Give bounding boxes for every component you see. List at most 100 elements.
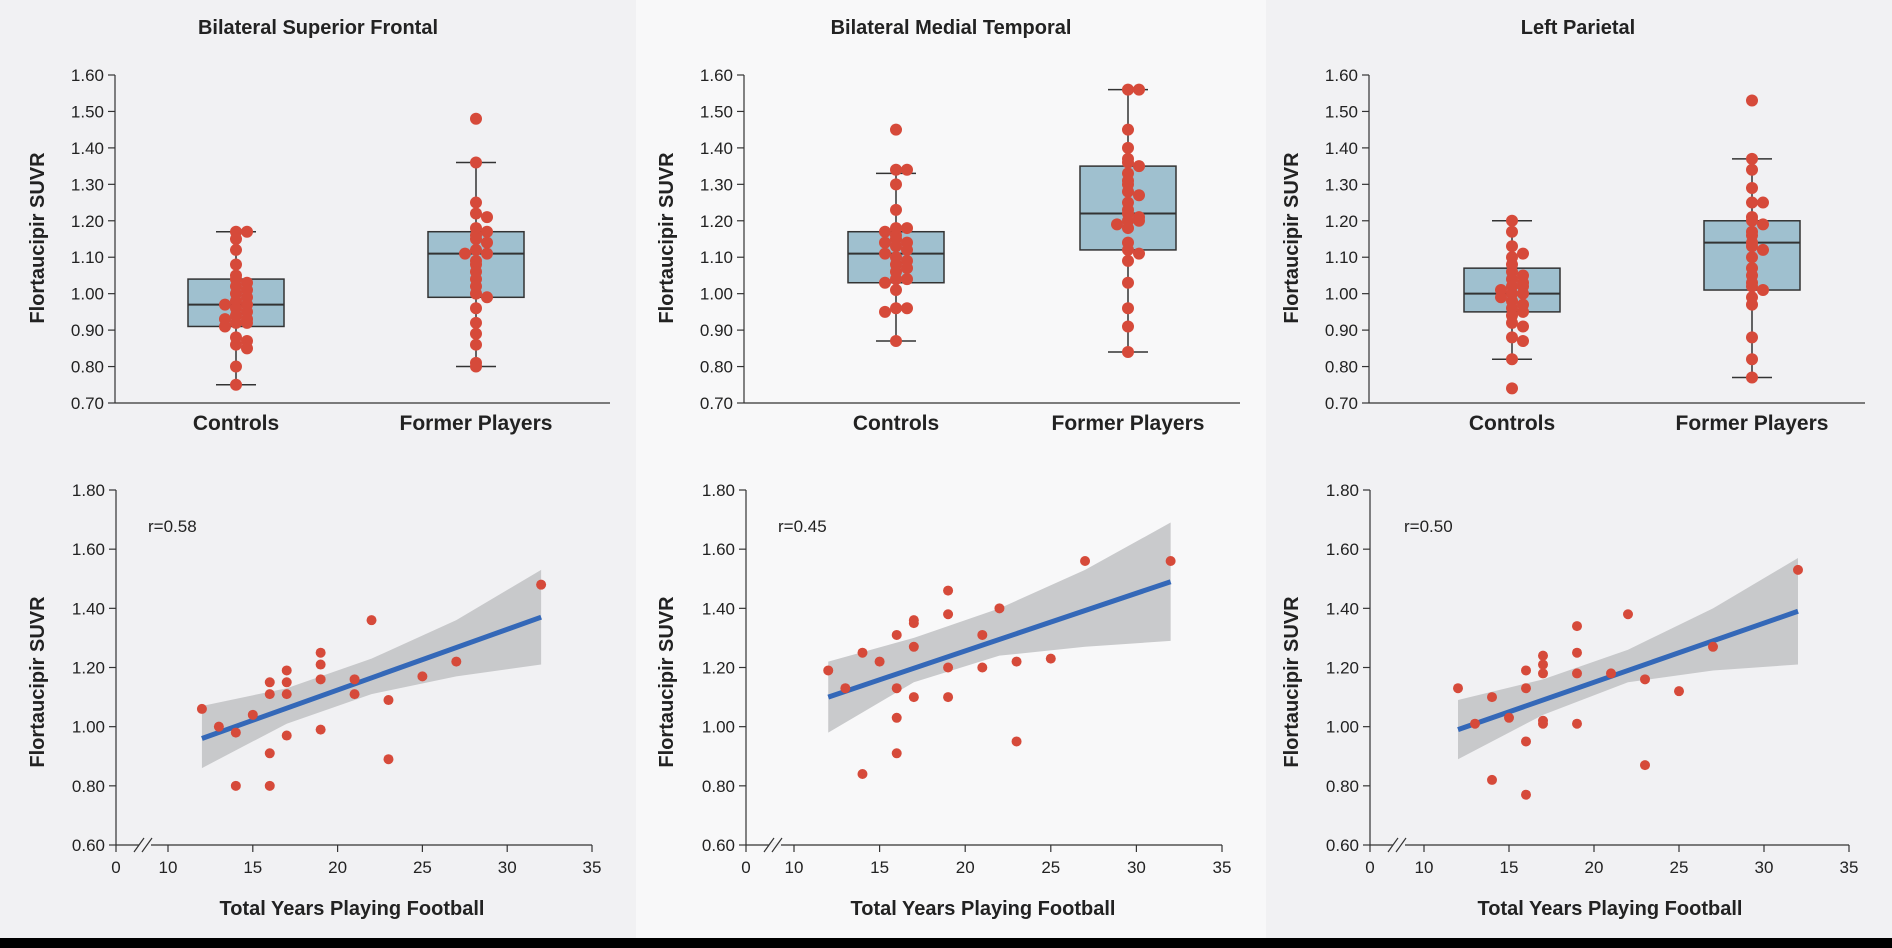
data-point [857, 769, 868, 779]
y-tick-label: 1.80 [702, 481, 735, 500]
data-point [349, 689, 360, 700]
y-tick-label: 0.60 [702, 836, 735, 855]
data-point [890, 163, 902, 176]
data-point [1521, 683, 1531, 694]
panel-1-scatter-ylabel: Flortaucipir SUVR [27, 596, 49, 768]
data-point [470, 338, 482, 351]
data-point [1623, 609, 1633, 620]
data-point [219, 320, 231, 333]
data-point [315, 647, 326, 658]
x-tick-label: 20 [1585, 858, 1604, 877]
category-label: Former Players [1676, 412, 1829, 435]
data-point [1506, 331, 1518, 344]
y-tick-label: 1.50 [700, 102, 733, 121]
data-point [230, 727, 241, 738]
data-point [470, 196, 482, 209]
y-tick-label: 1.40 [700, 139, 733, 158]
data-point [908, 618, 919, 629]
data-point [1506, 353, 1518, 366]
data-point [1504, 712, 1514, 723]
regression-line [201, 614, 542, 741]
data-point [1122, 222, 1134, 235]
data-point [977, 662, 988, 673]
x-tick-label: 10 [1415, 858, 1434, 877]
y-tick-label: 1.20 [700, 212, 733, 231]
category-label: Former Players [1052, 412, 1205, 435]
data-point [1746, 163, 1758, 176]
data-point [230, 378, 242, 391]
data-point [1506, 316, 1518, 329]
y-tick-label: 0.80 [1325, 358, 1358, 377]
data-point [901, 262, 913, 275]
data-point [281, 677, 292, 688]
y-tick-label: 1.00 [71, 285, 104, 304]
panel-1-box-ylabel: Flortaucipir SUVR [27, 152, 49, 324]
axis-break [763, 837, 783, 853]
data-point [890, 302, 902, 315]
data-point [1122, 345, 1134, 358]
data-point [1122, 185, 1134, 198]
scatter-panel-1: 0.60 0.80 1.00 1.20 1.40 1.60 1.80 0 10 15 20 25 30 3… [72, 481, 602, 877]
y-tick-label: 1.00 [700, 285, 733, 304]
y-tick-label: 1.60 [702, 540, 735, 559]
data-point [470, 360, 482, 373]
data-point [1133, 247, 1145, 260]
data-point [943, 662, 954, 673]
x-tick-label: 0 [111, 858, 120, 877]
panel-3-scatter-ylabel: Flortaucipir SUVR [1281, 596, 1303, 768]
data-point [1122, 254, 1134, 267]
y-tick-label: 0.60 [1326, 836, 1359, 855]
data-point [1757, 284, 1769, 297]
data-point [1122, 243, 1134, 256]
axis-break-slash [141, 837, 153, 853]
data-point [417, 671, 428, 682]
data-point [1640, 760, 1650, 771]
panel-3-title: Left Parietal [1521, 17, 1635, 39]
data-point [1572, 621, 1582, 632]
data-point [890, 335, 902, 348]
data-point [1521, 665, 1531, 676]
data-point [459, 247, 471, 260]
data-point [874, 656, 885, 667]
axis-break-gap [769, 842, 781, 848]
data-point [908, 692, 919, 703]
data-point [879, 236, 891, 249]
data-point [1757, 243, 1769, 256]
data-point [315, 724, 326, 735]
axis-break-slash [763, 837, 775, 853]
data-point [879, 276, 891, 289]
data-point [1133, 83, 1145, 96]
data-point [1133, 189, 1145, 202]
x-tick-label: 30 [498, 858, 517, 877]
data-point [1572, 647, 1582, 658]
y-tick-label: 1.40 [1326, 599, 1359, 618]
data-point [349, 674, 360, 685]
data-point [470, 327, 482, 340]
data-point [470, 207, 482, 220]
x-tick-label: 20 [328, 858, 347, 877]
panel-1-scatter-xlabel: Total Years Playing Football [220, 898, 485, 920]
regression-line [827, 579, 1172, 700]
panel-3-box-ylabel: Flortaucipir SUVR [1281, 152, 1303, 324]
data-point [230, 360, 242, 373]
data-point [879, 247, 891, 260]
data-point [1746, 353, 1758, 366]
scatter-panel-3: 0.60 0.80 1.00 1.20 1.40 1.60 1.80 0 10 15 20 25 30 3… [1326, 481, 1859, 877]
data-point [241, 342, 253, 355]
data-point [470, 156, 482, 169]
data-point [1746, 280, 1758, 293]
data-point [890, 178, 902, 191]
y-tick-label: 1.00 [1325, 285, 1358, 304]
data-point [315, 659, 326, 670]
data-point [891, 712, 902, 723]
data-point [470, 287, 482, 300]
data-point [264, 780, 275, 791]
data-point [901, 222, 913, 235]
panel-1-correlation: r=0.58 [148, 517, 197, 536]
x-tick-label: 15 [870, 858, 889, 877]
data-point [230, 243, 242, 256]
data-point [1080, 556, 1091, 566]
data-point [1746, 94, 1758, 107]
y-tick-label: 1.00 [702, 718, 735, 737]
